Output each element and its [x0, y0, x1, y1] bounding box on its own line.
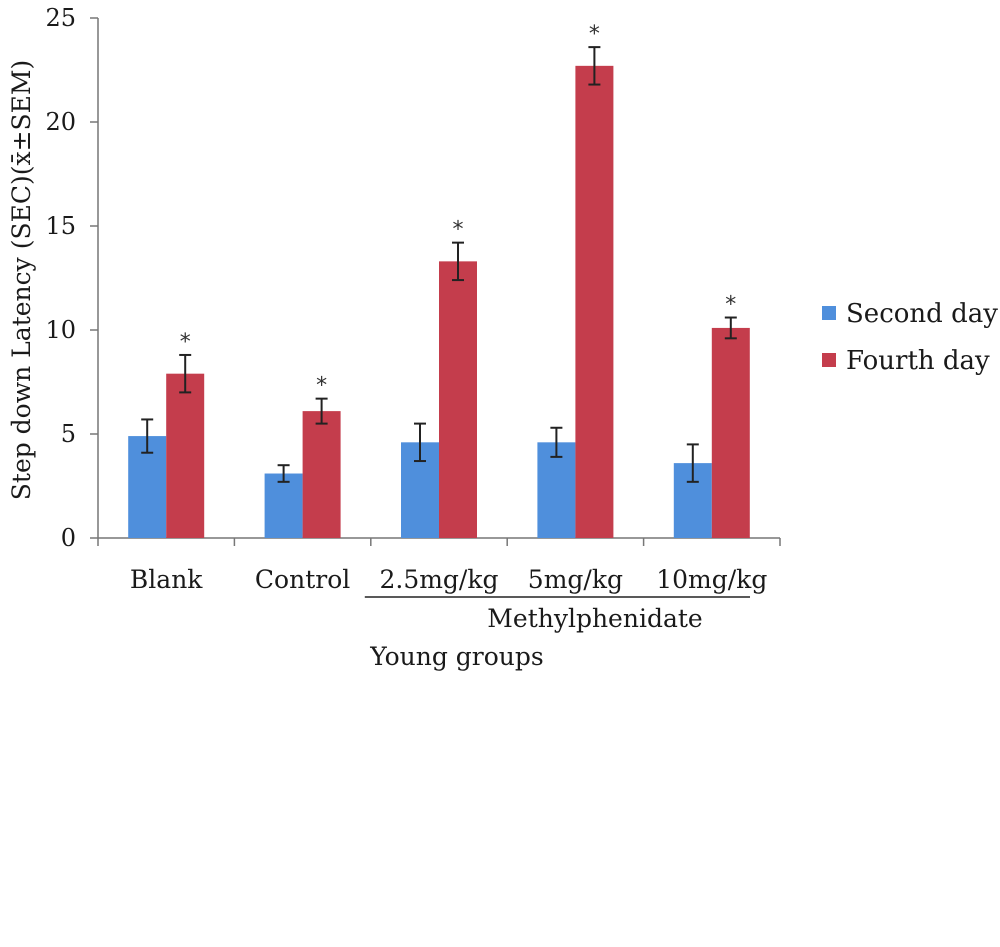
- y-tick-label: 25: [45, 4, 76, 32]
- y-axis-label: Step down Latency (SEC)(x̄±SEM): [7, 60, 36, 500]
- bar-fourth-day: [575, 65, 614, 538]
- bar-second-day: [537, 442, 576, 538]
- significance-marker: *: [725, 293, 736, 318]
- y-tick-label: 5: [61, 420, 76, 448]
- x-axis-label: Young groups: [369, 642, 543, 671]
- chart-text: Step down Latency (SEC)(x̄±SEM) Young gr…: [7, 22, 767, 671]
- bar-second-day: [264, 473, 303, 538]
- x-tick-label: 10mg/kg: [656, 565, 767, 594]
- bar-fourth-day: [439, 261, 477, 538]
- legend-label: Fourth day: [846, 346, 990, 376]
- y-tick-label: 20: [45, 108, 76, 136]
- significance-marker: *: [453, 218, 464, 243]
- legend: Second day Fourth day: [822, 299, 998, 376]
- significance-marker: *: [316, 374, 327, 399]
- y-tick-label: 0: [61, 524, 76, 552]
- legend-swatch: [822, 306, 836, 320]
- significance-marker: *: [180, 330, 191, 355]
- significance-marker: *: [589, 22, 600, 47]
- legend-swatch: [822, 353, 836, 367]
- y-tick-label: 10: [45, 316, 76, 344]
- bar-fourth-day: [166, 373, 205, 538]
- x-tick-label: Control: [255, 565, 350, 594]
- legend-label: Second day: [846, 299, 998, 329]
- group-label-methylphenidate: Methylphenidate: [487, 604, 702, 633]
- x-tick-label: Blank: [130, 565, 203, 594]
- bar-fourth-day: [302, 411, 341, 538]
- y-tick-label: 15: [45, 212, 76, 240]
- bar-fourth-day: [711, 327, 750, 538]
- x-tick-label: 2.5mg/kg: [379, 565, 498, 594]
- axes: 0 5 10 15 20 25: [45, 4, 781, 598]
- bars: [128, 46, 750, 538]
- x-tick-label: 5mg/kg: [528, 565, 623, 594]
